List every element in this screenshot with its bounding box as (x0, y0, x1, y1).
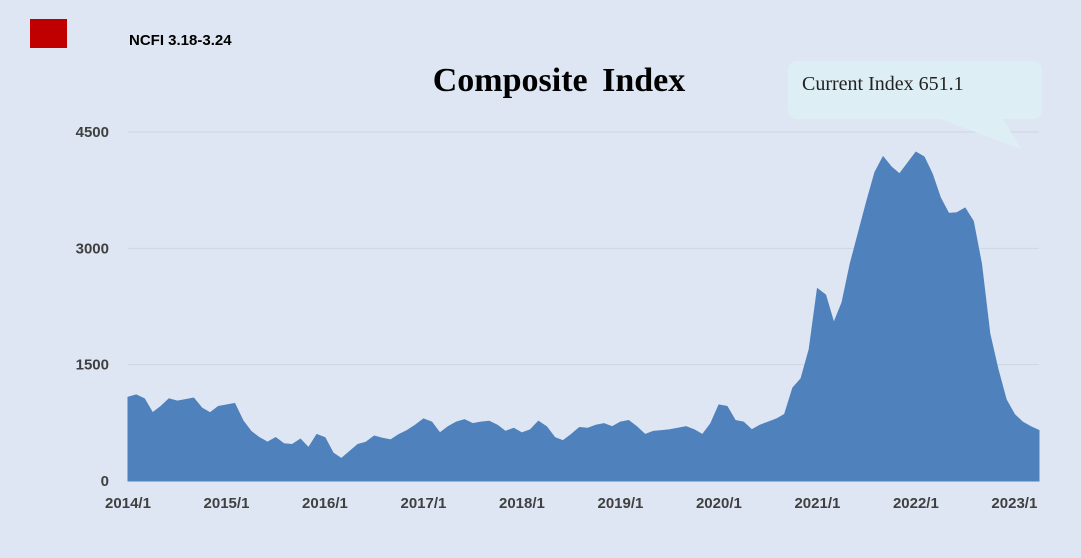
x-axis-ticks: 2014/1 2015/1 2016/1 2017/1 2018/1 2019/1 2020… (105, 495, 1037, 512)
y-tick-label: 1500 (76, 357, 109, 374)
series-area (127, 151, 1040, 482)
x-tick-label: 2020/1 (696, 495, 742, 512)
x-tick-label: 2016/1 (302, 495, 348, 512)
x-tick-label: 2022/1 (893, 495, 939, 512)
x-tick-label: 2023/1 (991, 495, 1037, 512)
callout: Current Index 651.1 (788, 61, 1042, 149)
x-tick-label: 2015/1 (204, 495, 250, 512)
y-tick-label: 3000 (76, 240, 109, 257)
y-tick-label: 0 (101, 473, 109, 490)
y-axis-ticks: 0 1500 3000 4500 (76, 124, 109, 490)
x-tick-label: 2018/1 (499, 495, 545, 512)
callout-text: Current Index 651.1 (802, 73, 964, 95)
legend-swatch (30, 19, 67, 48)
legend-label: NCFI 3.18-3.24 (129, 32, 232, 49)
x-tick-label: 2021/1 (794, 495, 840, 512)
x-tick-label: 2014/1 (105, 495, 151, 512)
chart-title: Composite Index (432, 62, 686, 99)
x-tick-label: 2019/1 (597, 495, 643, 512)
y-tick-label: 4500 (76, 124, 109, 141)
callout-bubble (788, 61, 1042, 149)
x-tick-label: 2017/1 (401, 495, 447, 512)
